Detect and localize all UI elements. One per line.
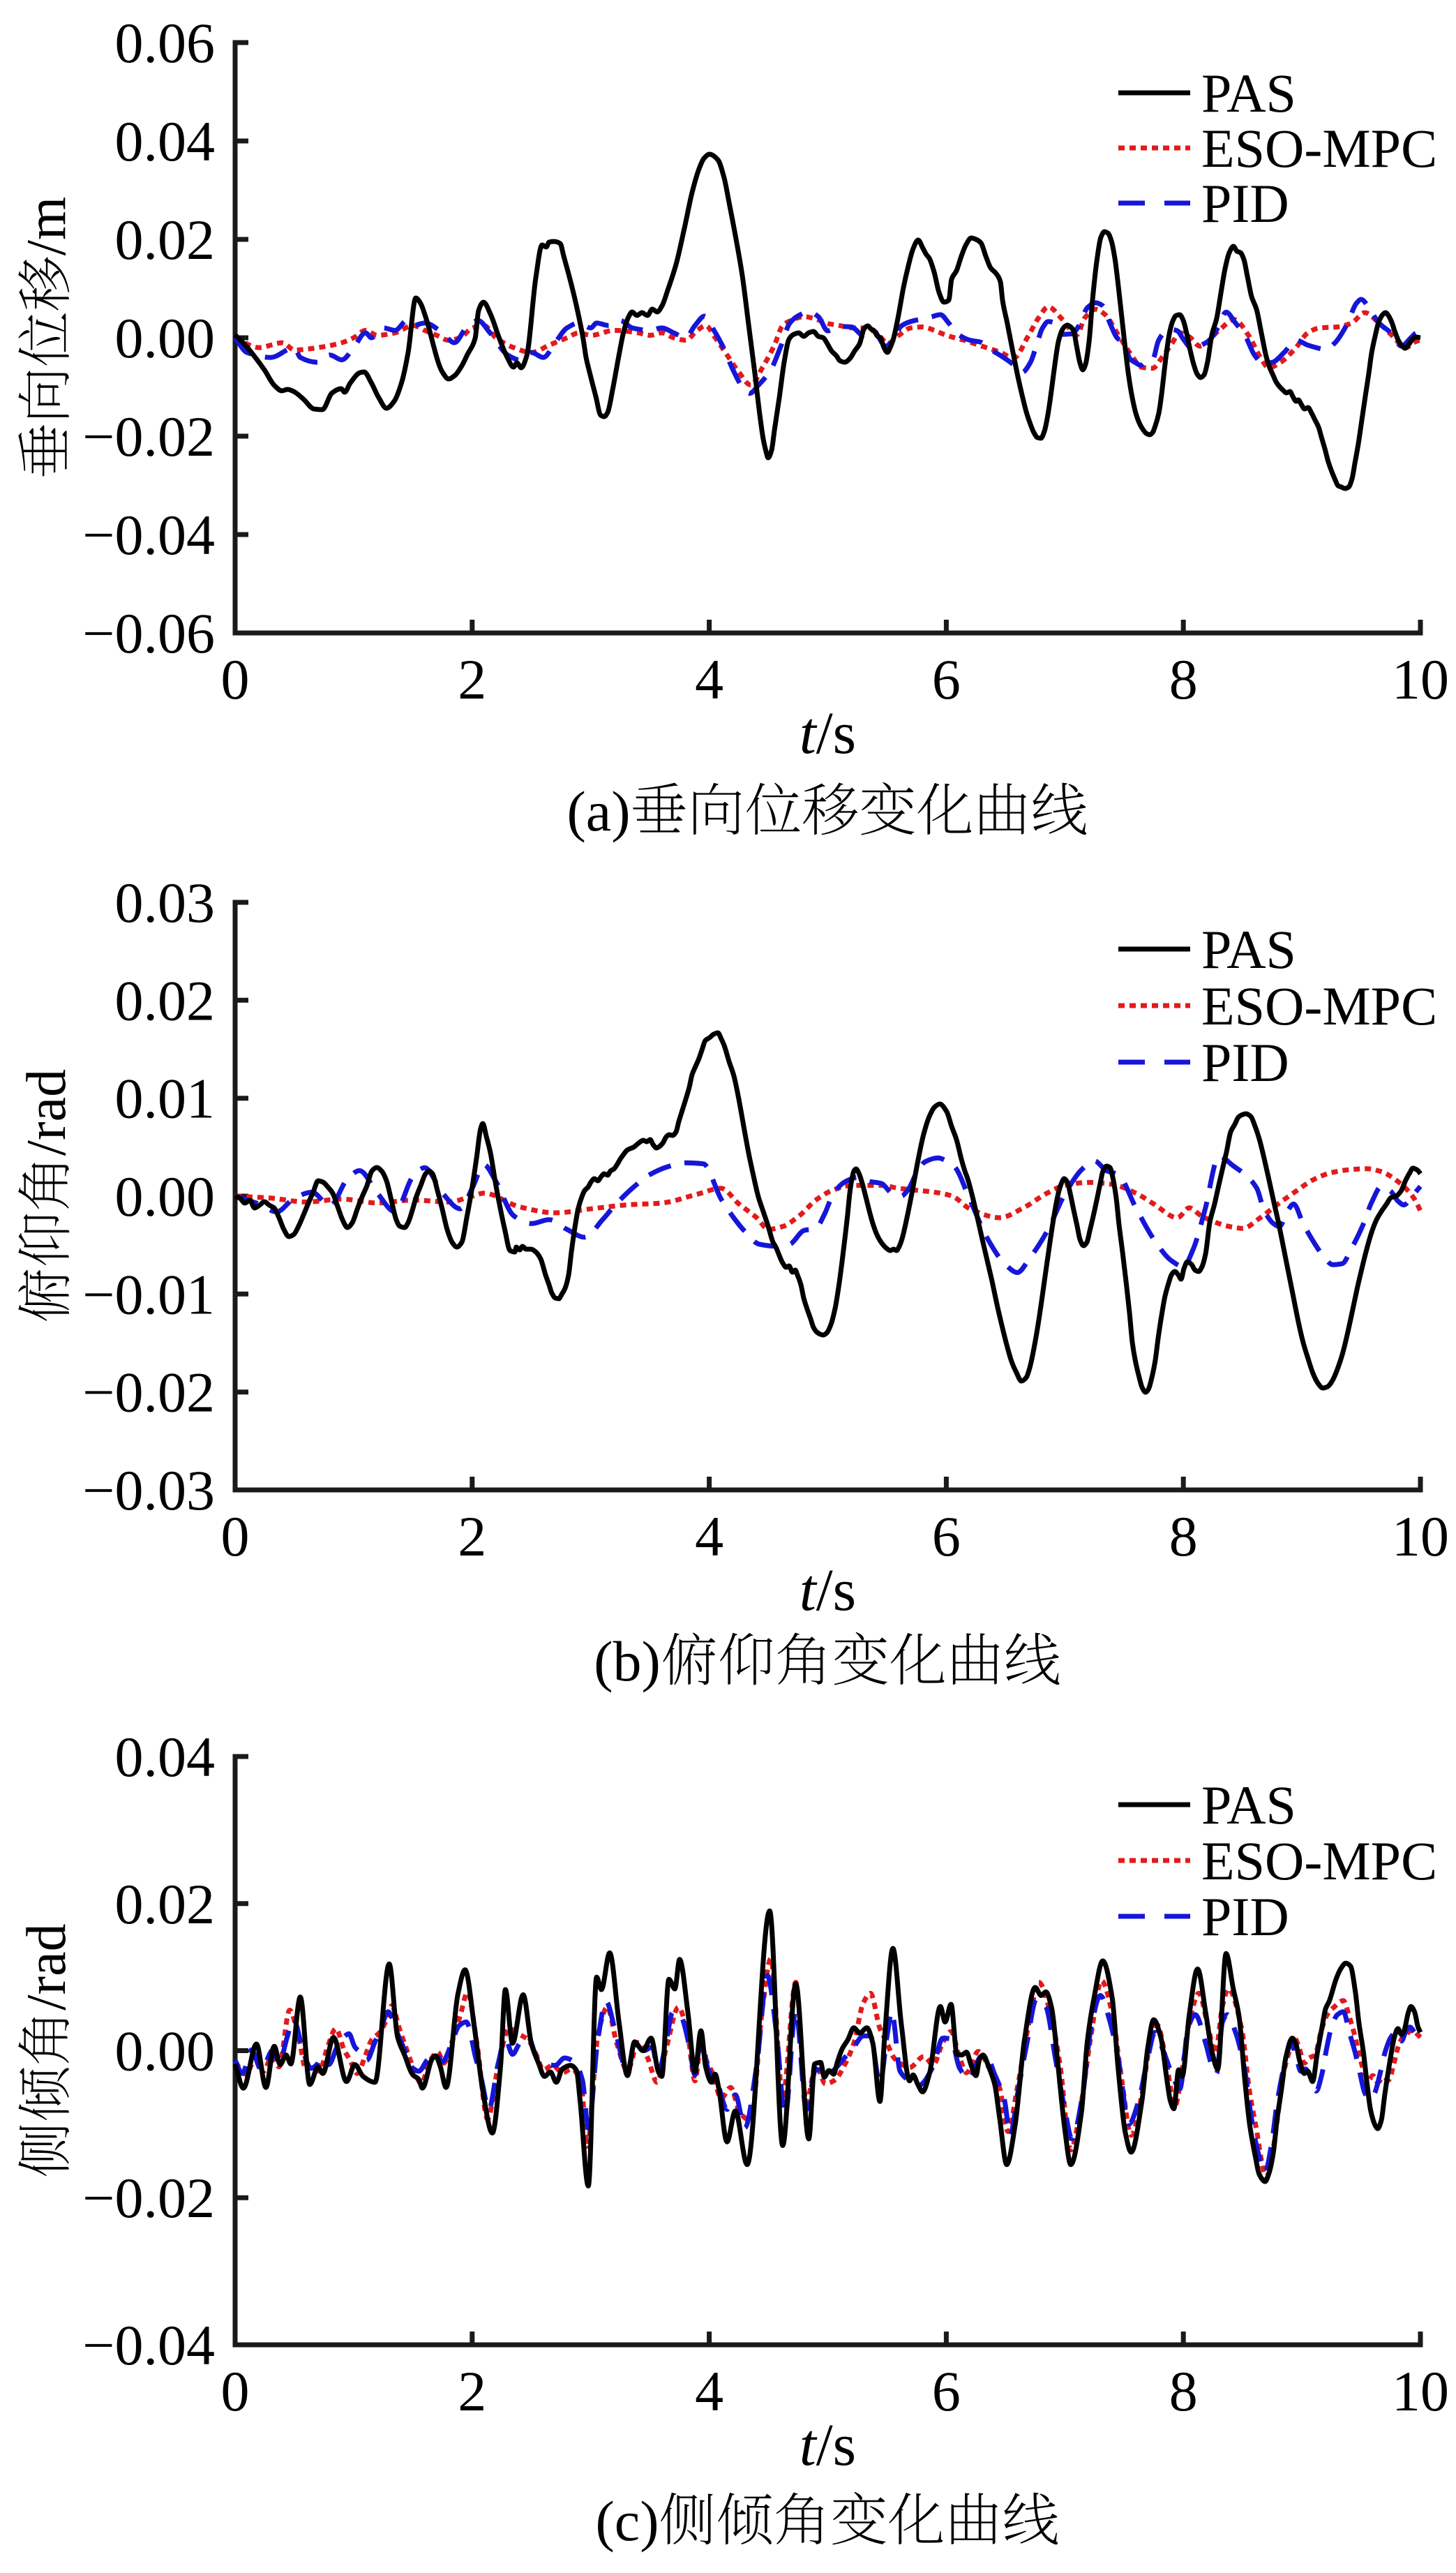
svg-text:−0.02: −0.02 (82, 405, 215, 468)
svg-text:2: 2 (458, 1505, 486, 1568)
svg-text:/rad: /rad (16, 1923, 77, 2010)
svg-text:4: 4 (695, 2359, 723, 2423)
svg-text:PAS: PAS (1201, 919, 1296, 980)
svg-text:t/s: t/s (800, 1556, 856, 1623)
svg-text:0.04: 0.04 (115, 1725, 216, 1789)
svg-text:10: 10 (1392, 1505, 1449, 1568)
svg-text:2: 2 (458, 2359, 486, 2423)
svg-text:t/s: t/s (800, 699, 856, 766)
svg-text:−0.04: −0.04 (82, 503, 215, 567)
svg-text:0.03: 0.03 (115, 871, 216, 934)
svg-text:4: 4 (695, 1505, 723, 1568)
svg-text:−0.02: −0.02 (82, 1361, 215, 1424)
svg-text:2: 2 (458, 648, 486, 711)
svg-text:−0.02: −0.02 (82, 2166, 215, 2230)
svg-text:4: 4 (695, 648, 723, 711)
svg-text:0: 0 (221, 1505, 250, 1568)
svg-text:10: 10 (1392, 648, 1449, 711)
svg-text:PAS: PAS (1201, 1775, 1296, 1835)
svg-text:8: 8 (1169, 2359, 1198, 2423)
svg-text:ESO-MPC: ESO-MPC (1201, 118, 1437, 179)
svg-text:/m: /m (16, 197, 77, 255)
svg-text:0.06: 0.06 (115, 11, 216, 75)
svg-text:10: 10 (1392, 2359, 1449, 2423)
svg-text:0.01: 0.01 (115, 1067, 216, 1131)
svg-text:0: 0 (221, 648, 250, 711)
svg-text:0: 0 (221, 2359, 250, 2423)
svg-text:8: 8 (1169, 648, 1198, 711)
svg-text:−0.01: −0.01 (82, 1262, 215, 1326)
svg-text:0.02: 0.02 (115, 208, 216, 271)
svg-text:(a): (a) (567, 780, 631, 843)
svg-text:0.00: 0.00 (115, 2020, 216, 2083)
svg-text:8: 8 (1169, 1505, 1198, 1568)
svg-text:0.04: 0.04 (115, 110, 216, 173)
svg-text:0.02: 0.02 (115, 969, 216, 1032)
svg-text:6: 6 (932, 2359, 961, 2423)
svg-text:0.00: 0.00 (115, 306, 216, 370)
svg-text:t/s: t/s (800, 2411, 856, 2478)
svg-text:PAS: PAS (1201, 63, 1296, 124)
svg-text:6: 6 (932, 648, 961, 711)
svg-text:0.00: 0.00 (115, 1165, 216, 1228)
svg-text:−0.06: −0.06 (82, 602, 215, 665)
svg-text:6: 6 (932, 1505, 961, 1568)
svg-text:(b): (b) (594, 1629, 661, 1693)
svg-text:PID: PID (1201, 173, 1289, 234)
svg-text:(c): (c) (596, 2489, 659, 2553)
svg-text:ESO-MPC: ESO-MPC (1201, 1830, 1437, 1891)
svg-text:−0.03: −0.03 (82, 1459, 215, 1522)
svg-text:PID: PID (1201, 1032, 1289, 1093)
svg-text:−0.04: −0.04 (82, 2313, 215, 2377)
svg-text:0.02: 0.02 (115, 1872, 216, 1936)
svg-text:/rad: /rad (16, 1069, 77, 1156)
svg-text:ESO-MPC: ESO-MPC (1201, 976, 1437, 1036)
svg-text:PID: PID (1201, 1886, 1289, 1947)
